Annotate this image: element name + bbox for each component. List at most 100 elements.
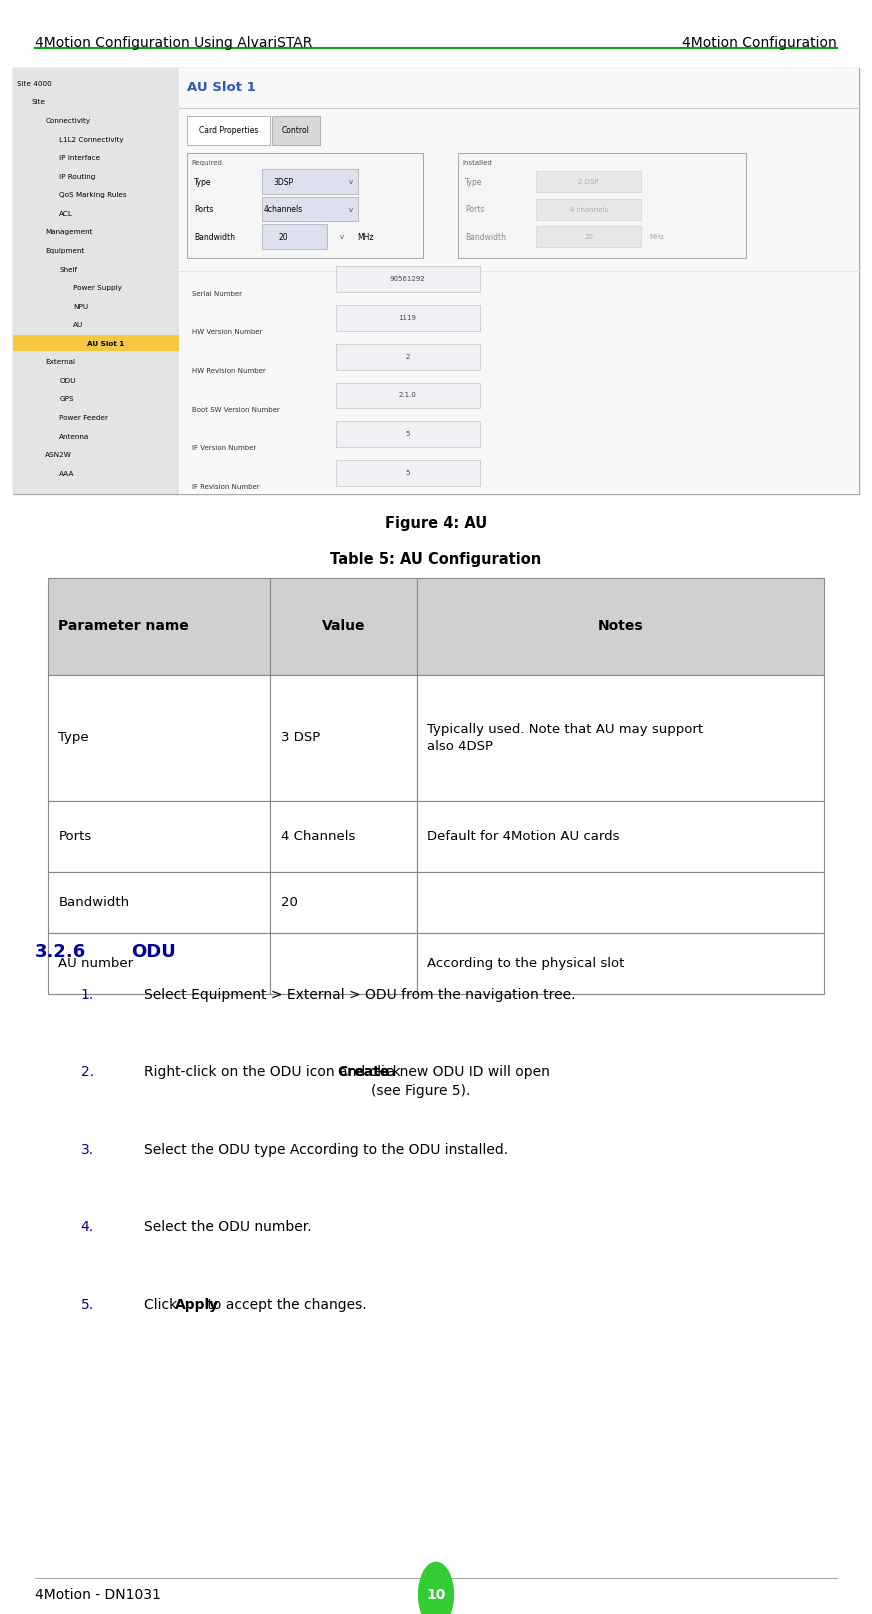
- Text: 1.: 1.: [80, 988, 94, 1002]
- Text: – a new ODU ID will open
(see Figure 5).: – a new ODU ID will open (see Figure 5).: [371, 1065, 550, 1098]
- Text: 4channels: 4channels: [263, 205, 303, 215]
- Text: Card Properties: Card Properties: [199, 126, 259, 136]
- Text: Apply: Apply: [174, 1298, 219, 1312]
- FancyBboxPatch shape: [536, 226, 641, 247]
- Text: 2.1.0: 2.1.0: [399, 392, 417, 399]
- FancyBboxPatch shape: [336, 460, 480, 486]
- Text: Shelf: Shelf: [59, 266, 78, 273]
- Text: Type: Type: [465, 178, 482, 187]
- Text: Site 4000: Site 4000: [17, 81, 52, 87]
- Text: Power Supply: Power Supply: [73, 286, 122, 291]
- FancyBboxPatch shape: [458, 153, 746, 258]
- Text: Table 5: AU Configuration: Table 5: AU Configuration: [330, 552, 542, 567]
- FancyBboxPatch shape: [336, 305, 480, 331]
- FancyBboxPatch shape: [13, 336, 179, 352]
- FancyBboxPatch shape: [179, 68, 859, 494]
- Text: Select the ODU type According to the ODU installed.: Select the ODU type According to the ODU…: [144, 1143, 508, 1157]
- Text: 2.: 2.: [80, 1065, 94, 1080]
- FancyBboxPatch shape: [48, 578, 270, 675]
- FancyBboxPatch shape: [536, 171, 641, 192]
- FancyBboxPatch shape: [48, 872, 270, 933]
- Text: MHz: MHz: [650, 234, 664, 240]
- FancyBboxPatch shape: [262, 224, 327, 249]
- Text: IF Revision Number: IF Revision Number: [192, 484, 260, 491]
- Text: v: v: [349, 207, 353, 213]
- Text: NPU: NPU: [73, 303, 88, 310]
- FancyBboxPatch shape: [417, 801, 824, 872]
- Text: IF Version Number: IF Version Number: [192, 445, 256, 452]
- Circle shape: [419, 1562, 453, 1614]
- Text: Bandwidth: Bandwidth: [58, 896, 130, 909]
- Text: 3.2.6: 3.2.6: [35, 943, 86, 960]
- Text: IP Interface: IP Interface: [59, 155, 100, 161]
- Text: AU: AU: [73, 323, 84, 328]
- Text: Boot SW Version Number: Boot SW Version Number: [192, 407, 280, 413]
- Text: ODU: ODU: [131, 943, 175, 960]
- Text: Required: Required: [192, 160, 222, 166]
- Text: 5: 5: [405, 431, 410, 437]
- FancyBboxPatch shape: [48, 933, 270, 994]
- Text: 20: 20: [278, 232, 289, 242]
- Text: Serial Number: Serial Number: [192, 291, 242, 297]
- Text: ODU: ODU: [59, 378, 76, 384]
- FancyBboxPatch shape: [270, 675, 417, 801]
- Text: Equipment: Equipment: [45, 249, 85, 253]
- Text: External: External: [45, 360, 75, 365]
- FancyBboxPatch shape: [270, 578, 417, 675]
- Text: 4Motion - DN1031: 4Motion - DN1031: [35, 1588, 160, 1603]
- Text: ACL: ACL: [59, 211, 73, 216]
- FancyBboxPatch shape: [336, 383, 480, 408]
- FancyBboxPatch shape: [48, 801, 270, 872]
- Text: Bandwidth: Bandwidth: [194, 232, 235, 242]
- FancyBboxPatch shape: [187, 116, 270, 145]
- FancyBboxPatch shape: [262, 197, 358, 221]
- Text: 1119: 1119: [399, 315, 417, 321]
- Text: 90561292: 90561292: [390, 276, 426, 282]
- Text: GPS: GPS: [59, 397, 74, 402]
- Text: 4.: 4.: [80, 1220, 94, 1235]
- Text: to accept the changes.: to accept the changes.: [202, 1298, 366, 1312]
- Text: Click: Click: [144, 1298, 181, 1312]
- FancyBboxPatch shape: [336, 421, 480, 447]
- Text: v: v: [349, 179, 353, 186]
- Text: AU number: AU number: [58, 957, 133, 970]
- Text: Bandwidth: Bandwidth: [465, 232, 506, 242]
- Text: Site: Site: [31, 100, 45, 105]
- Text: Ports: Ports: [58, 830, 92, 843]
- Text: Installed: Installed: [462, 160, 492, 166]
- FancyBboxPatch shape: [187, 153, 423, 258]
- Text: ASN2W: ASN2W: [45, 452, 72, 458]
- Text: Value: Value: [322, 620, 365, 633]
- FancyBboxPatch shape: [13, 68, 859, 494]
- Text: 4 Channels: 4 Channels: [281, 830, 355, 843]
- Text: IP Routing: IP Routing: [59, 174, 96, 179]
- Text: 20: 20: [584, 234, 593, 240]
- Text: Type: Type: [58, 731, 89, 744]
- FancyBboxPatch shape: [536, 199, 641, 220]
- Text: Notes: Notes: [597, 620, 644, 633]
- FancyBboxPatch shape: [417, 872, 824, 933]
- Text: HW Revision Number: HW Revision Number: [192, 368, 266, 374]
- Text: 3.: 3.: [80, 1143, 94, 1157]
- Text: Select Equipment > External > ODU from the navigation tree.: Select Equipment > External > ODU from t…: [144, 988, 576, 1002]
- FancyBboxPatch shape: [336, 266, 480, 292]
- Text: 4Motion Configuration Using AlvariSTAR: 4Motion Configuration Using AlvariSTAR: [35, 36, 312, 50]
- Text: L1L2 Connectivity: L1L2 Connectivity: [59, 137, 124, 142]
- Text: 3DSP: 3DSP: [273, 178, 294, 187]
- Text: Select the ODU number.: Select the ODU number.: [144, 1220, 311, 1235]
- Text: 4 channels: 4 channels: [569, 207, 608, 213]
- Text: Connectivity: Connectivity: [45, 118, 91, 124]
- Text: 5: 5: [405, 470, 410, 476]
- Text: Ports: Ports: [465, 205, 484, 215]
- Text: 4Motion Configuration: 4Motion Configuration: [683, 36, 837, 50]
- Text: 2: 2: [405, 353, 410, 360]
- Text: AAA: AAA: [59, 471, 75, 476]
- Text: QoS Marking Rules: QoS Marking Rules: [59, 192, 127, 199]
- FancyBboxPatch shape: [417, 933, 824, 994]
- Text: Create: Create: [337, 1065, 390, 1080]
- FancyBboxPatch shape: [336, 344, 480, 370]
- FancyBboxPatch shape: [270, 933, 417, 994]
- FancyBboxPatch shape: [270, 801, 417, 872]
- Text: Ports: Ports: [194, 205, 214, 215]
- FancyBboxPatch shape: [417, 578, 824, 675]
